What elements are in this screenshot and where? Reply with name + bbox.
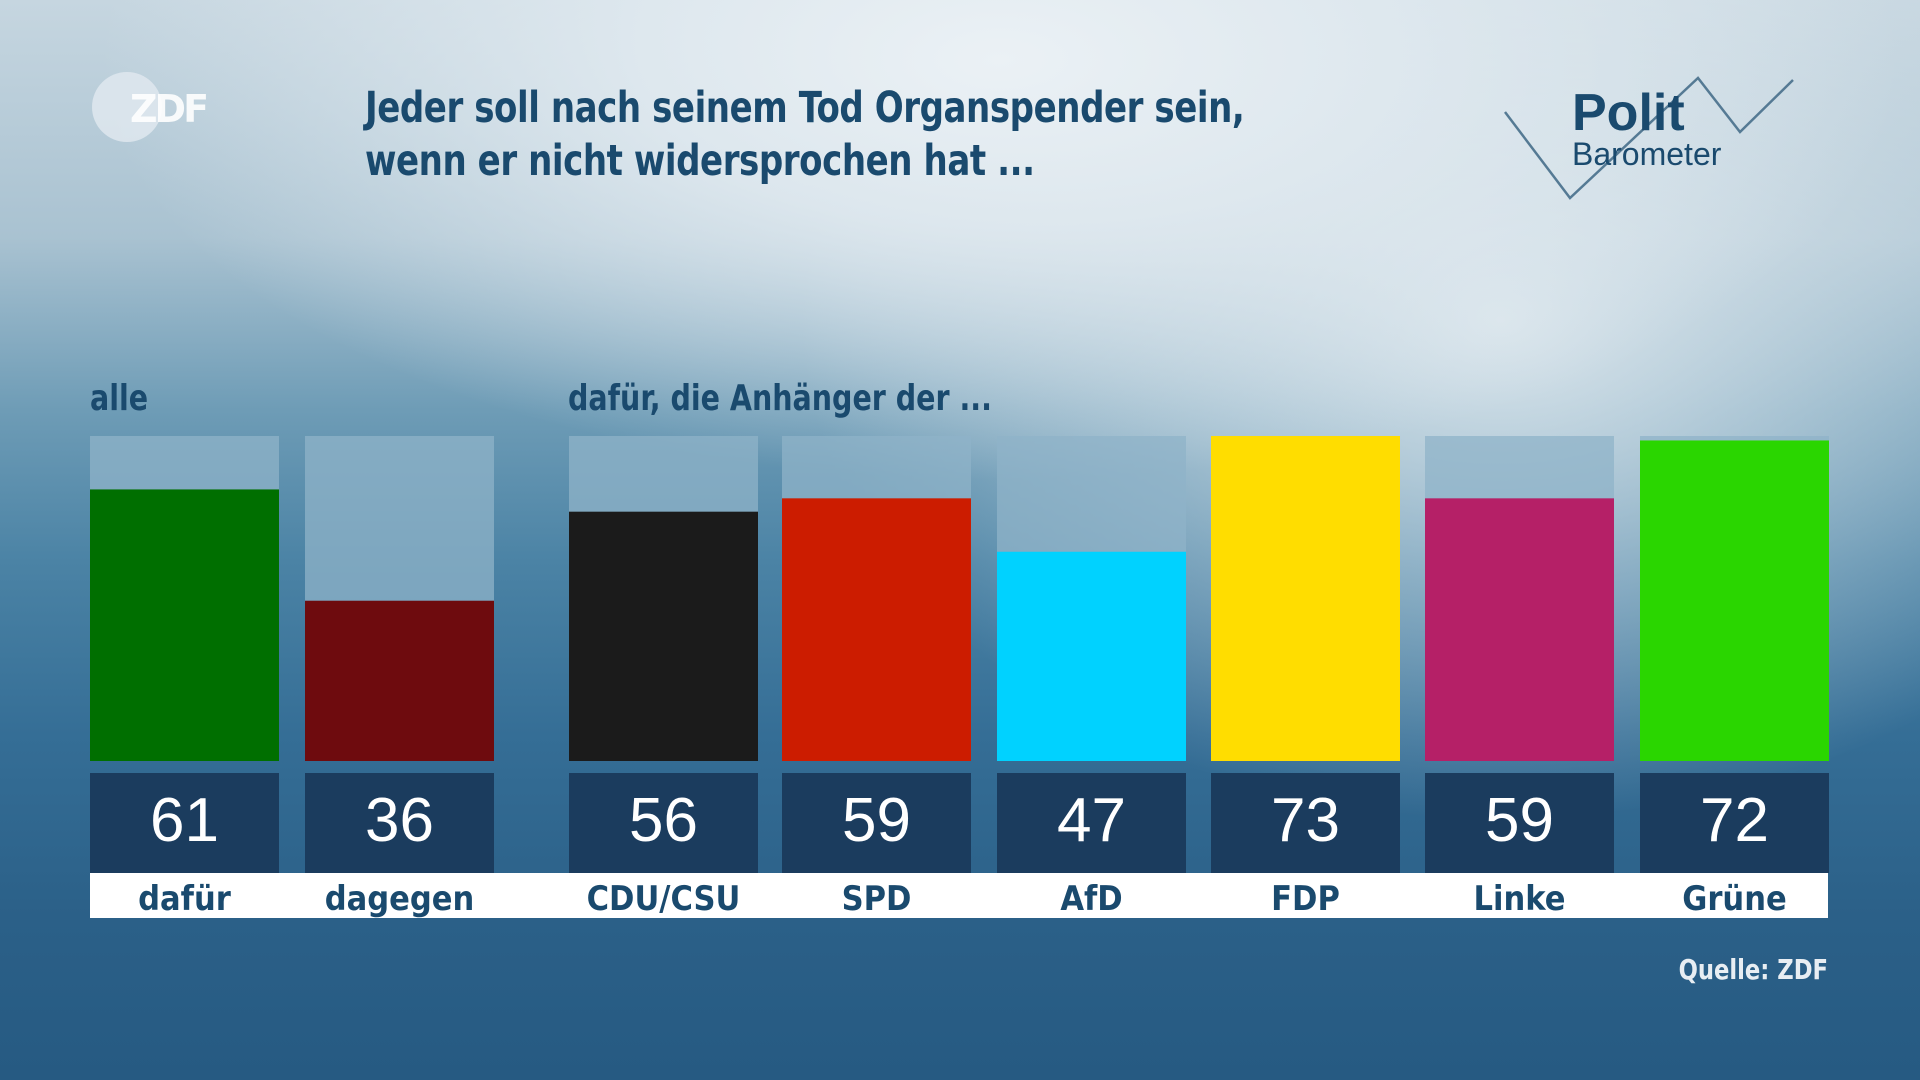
value-box (1211, 773, 1400, 873)
bar-afd (997, 551, 1186, 761)
bar-spd (782, 498, 971, 761)
value-box (1425, 773, 1614, 873)
value-label: 36 (365, 786, 434, 855)
bar-dafür (90, 489, 279, 761)
value-label: 56 (629, 786, 698, 855)
label-strip (90, 873, 1828, 918)
category-label: FDP (1271, 879, 1340, 919)
value-box (782, 773, 971, 873)
bar-dagegen (305, 600, 494, 761)
chart-title: Jeder soll nach seinem Tod Organspender … (365, 82, 1245, 188)
category-label: SPD (842, 879, 912, 919)
category-label: AfD (1060, 879, 1122, 919)
category-label: dagegen (325, 879, 475, 919)
value-box (90, 773, 279, 873)
category-label: CDU/CSU (587, 879, 741, 919)
bar-cducsu (569, 511, 758, 761)
bar-grüne (1640, 440, 1829, 761)
logo-line-2: Barometer (1572, 136, 1722, 172)
category-label: Grüne (1682, 879, 1787, 919)
category-label: Linke (1474, 879, 1566, 919)
value-label: 47 (1057, 786, 1126, 855)
value-label: 59 (842, 786, 911, 855)
value-box (569, 773, 758, 873)
value-label: 61 (150, 786, 219, 855)
title-line-2: wenn er nicht widersprochen hat ... (365, 136, 1035, 186)
title-line-1: Jeder soll nach seinem Tod Organspender … (365, 83, 1245, 133)
zdf-logo-text: ZDF (130, 87, 206, 131)
bar-linke (1425, 498, 1614, 761)
politbarometer-logo: Polit Barometer (1504, 76, 1794, 200)
bar-fdp (1211, 436, 1400, 761)
category-label: dafür (138, 879, 232, 919)
logo-line-1: Polit (1572, 84, 1685, 142)
group-label-supporters: dafür, die Anhänger der ... (568, 378, 992, 419)
zdf-logo: ZDF (92, 72, 209, 142)
value-box (997, 773, 1186, 873)
barometer-zigzag-icon (1504, 76, 1794, 200)
zdf-logo-circle-icon (92, 72, 162, 142)
value-box (305, 773, 494, 873)
value-label: 73 (1271, 786, 1340, 855)
group-label-all: alle (90, 378, 149, 419)
value-box (1640, 773, 1829, 873)
value-label: 59 (1485, 786, 1554, 855)
value-label: 72 (1700, 786, 1769, 855)
source-note: Quelle: ZDF (1678, 953, 1828, 986)
